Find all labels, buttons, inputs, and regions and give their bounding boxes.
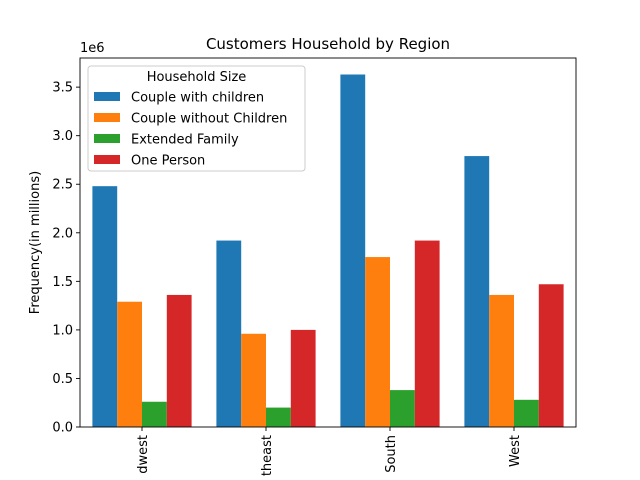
y-scale-label: 1e6 <box>80 41 105 56</box>
legend-box <box>87 65 306 172</box>
bar-west-series-4 <box>538 284 564 427</box>
y-tick-label: 3.0 <box>52 129 73 144</box>
bar-south-series-2 <box>365 257 390 427</box>
bar-midwest-series-2 <box>117 301 142 427</box>
bar-midwest-series-1 <box>92 186 118 427</box>
chart-title: Customers Household by Region <box>206 35 450 53</box>
legend: Household Size Couple with children Couple… <box>87 65 306 172</box>
x-tick-label-northeast: theast <box>260 435 275 476</box>
legend-swatch-series-2 <box>94 113 120 122</box>
y-tick-label: 1.0 <box>52 323 73 338</box>
legend-label-series-1: Couple with children <box>131 91 264 106</box>
bar-midwest-series-3 <box>142 401 167 427</box>
bar-midwest-series-4 <box>166 294 192 427</box>
bar-west-series-1 <box>464 156 490 427</box>
x-tick-label-south: South <box>384 435 399 473</box>
y-axis-title: Frequency(in millions) <box>28 171 43 314</box>
legend-title: Household Size <box>147 70 247 85</box>
bar-northeast-series-2 <box>241 333 266 427</box>
legend-label-series-2: Couple without Children <box>131 112 287 127</box>
y-tick-label: 0.0 <box>52 421 73 436</box>
legend-swatch-series-4 <box>94 155 120 164</box>
y-tick-label: 0.5 <box>52 372 73 387</box>
bar-northeast-series-1 <box>216 240 242 427</box>
bar-west-series-2 <box>489 294 514 427</box>
plot-frame <box>79 57 577 428</box>
bar-west-series-3 <box>514 399 539 427</box>
bar-south-series-4 <box>414 240 440 427</box>
legend-label-series-3: Extended Family <box>131 133 239 148</box>
legend-swatch-series-1 <box>94 92 120 101</box>
bar-northeast-series-3 <box>266 407 291 427</box>
bar-south-series-3 <box>390 390 415 427</box>
y-tick-label: 2.0 <box>52 226 73 241</box>
y-tick-label: 2.5 <box>52 178 73 193</box>
x-tick-label-midwest: dwest <box>136 435 151 474</box>
x-tick-label-west: West <box>508 435 523 467</box>
y-tick-label: 1.5 <box>52 275 73 290</box>
bar-northeast-series-4 <box>290 329 316 427</box>
y-tick-label: 3.5 <box>52 81 73 96</box>
bar-south-series-1 <box>340 74 366 427</box>
legend-swatch-series-3 <box>94 134 120 143</box>
legend-label-series-4: One Person <box>131 154 205 169</box>
